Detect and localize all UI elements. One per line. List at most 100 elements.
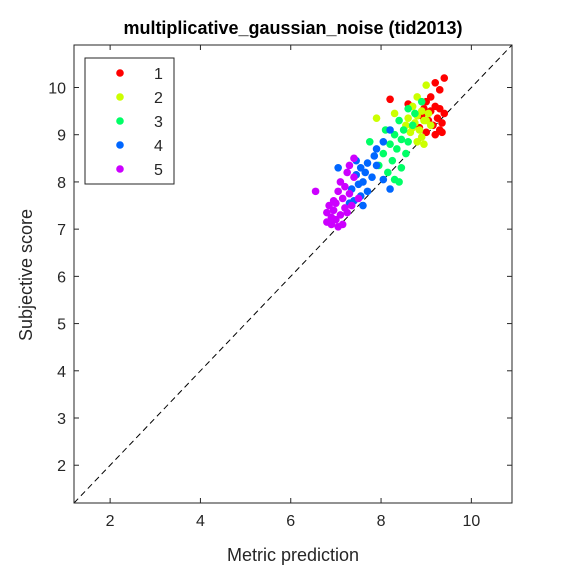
- data-point-series-2: [415, 126, 424, 134]
- data-point-series-5: [336, 178, 345, 186]
- data-point-series-3: [404, 104, 412, 113]
- data-point-series-5: [329, 206, 338, 215]
- y-tick-label: 3: [57, 411, 66, 428]
- data-point-series-2: [413, 137, 421, 146]
- data-point-series-4: [361, 168, 370, 177]
- data-point-series-4: [354, 180, 363, 189]
- data-point-series-3: [386, 140, 394, 148]
- legend-label-3: 3: [154, 114, 163, 131]
- legend-box: [84, 57, 175, 185]
- data-point-series-5: [323, 208, 331, 217]
- data-point-series-2: [422, 116, 431, 125]
- data-point-series-4: [368, 173, 376, 182]
- data-point-series-4: [363, 187, 372, 196]
- data-point-series-3: [395, 178, 403, 186]
- data-point-series-5: [329, 197, 338, 205]
- data-point-series-2: [413, 93, 421, 101]
- data-point-series-3: [388, 156, 397, 165]
- x-tick-label: 2: [106, 513, 115, 530]
- y-tick-label: 8: [57, 175, 66, 192]
- y-axis-label: Subjective score: [16, 209, 36, 341]
- data-point-series-1: [431, 78, 440, 87]
- data-point-series-1: [438, 119, 446, 127]
- data-point-series-5: [338, 194, 347, 203]
- data-point-series-3: [417, 97, 426, 106]
- data-point-series-1: [431, 130, 440, 139]
- data-point-series-5: [327, 220, 336, 229]
- data-point-series-3: [365, 137, 374, 146]
- data-point-series-1: [433, 114, 442, 122]
- data-point-series-5: [345, 189, 354, 198]
- data-point-series-5: [311, 187, 320, 196]
- y-tick-label: 9: [57, 128, 66, 145]
- x-tick-label: 4: [196, 513, 205, 530]
- points-layer: [311, 74, 449, 231]
- data-point-series-4: [372, 145, 381, 153]
- y-tick-label: 5: [57, 317, 66, 334]
- legend-marker-2: [116, 93, 124, 101]
- legend-label-4: 4: [154, 138, 163, 155]
- data-point-series-3: [390, 130, 399, 139]
- data-point-series-4: [379, 175, 388, 184]
- data-point-series-3: [384, 168, 392, 177]
- data-point-series-1: [440, 109, 449, 118]
- data-point-series-4: [386, 185, 394, 193]
- data-point-series-5: [347, 201, 356, 210]
- data-point-series-5: [354, 194, 363, 203]
- y-tick-label: 6: [57, 269, 66, 286]
- y-tick-label: 7: [57, 222, 66, 239]
- data-point-series-3: [395, 116, 403, 125]
- legend-marker-1: [116, 69, 124, 77]
- legend-marker-5: [116, 165, 124, 173]
- y-tick-label: 10: [48, 80, 66, 97]
- data-point-series-3: [379, 149, 388, 158]
- data-point-series-5: [334, 187, 342, 196]
- x-tick-label: 6: [286, 513, 295, 530]
- legend-label-5: 5: [154, 162, 163, 179]
- data-point-series-3: [408, 121, 417, 130]
- data-point-series-5: [332, 215, 340, 224]
- data-point-series-5: [350, 154, 358, 163]
- data-point-series-5: [343, 208, 351, 217]
- data-point-series-3: [397, 163, 406, 172]
- data-point-series-2: [426, 121, 435, 130]
- y-tick-label: 2: [57, 458, 66, 475]
- identity-reference-line: [74, 45, 512, 503]
- data-point-series-2: [406, 128, 415, 137]
- data-point-series-4: [334, 163, 342, 172]
- data-point-series-3: [402, 149, 410, 158]
- data-point-series-1: [426, 93, 435, 101]
- data-point-series-2: [424, 109, 433, 118]
- legend: 1 2 3 4 5: [84, 57, 175, 185]
- data-point-series-1: [435, 86, 444, 94]
- data-point-series-1: [435, 104, 444, 113]
- data-point-series-3: [393, 145, 401, 153]
- data-point-series-4: [359, 201, 367, 210]
- data-point-series-4: [370, 152, 379, 160]
- data-point-series-3: [404, 137, 412, 146]
- data-point-series-1: [386, 95, 394, 104]
- plot-area: 2 4 6 8 10 2 3 4 5 6 7 8 9 10: [48, 44, 513, 530]
- legend-marker-3: [116, 117, 124, 125]
- data-point-series-2: [390, 109, 399, 118]
- data-point-series-5: [350, 173, 358, 182]
- data-point-series-2: [417, 133, 426, 141]
- x-tick-label: 8: [377, 513, 386, 530]
- plot-frame: [73, 44, 513, 504]
- data-point-series-5: [334, 222, 342, 231]
- data-point-series-5: [343, 168, 351, 177]
- data-point-series-4: [356, 163, 365, 172]
- data-point-series-4: [363, 159, 372, 167]
- data-point-series-2: [417, 107, 426, 115]
- data-point-series-2: [422, 81, 431, 89]
- data-point-series-5: [336, 211, 345, 219]
- x-axis-label: Metric prediction: [227, 545, 359, 565]
- data-point-series-5: [345, 161, 354, 170]
- data-point-series-5: [325, 201, 333, 210]
- data-point-series-3: [411, 109, 419, 118]
- data-point-series-4: [372, 161, 381, 170]
- data-point-series-3: [399, 126, 408, 134]
- legend-marker-4: [116, 141, 124, 149]
- data-point-series-2: [420, 140, 428, 148]
